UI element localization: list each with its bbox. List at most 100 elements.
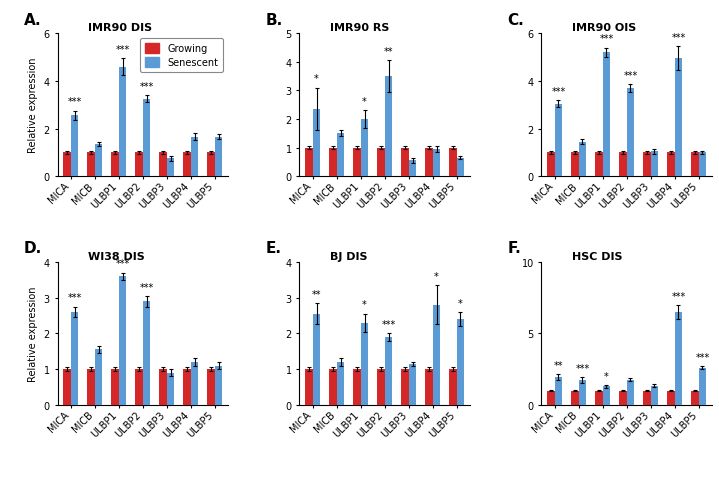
- Bar: [691, 391, 699, 405]
- Bar: [361, 323, 368, 405]
- Bar: [401, 148, 408, 177]
- Text: ***: ***: [139, 282, 154, 292]
- Bar: [159, 369, 167, 405]
- Bar: [449, 369, 457, 405]
- Bar: [142, 302, 150, 405]
- Bar: [167, 159, 175, 177]
- Bar: [70, 116, 78, 177]
- Bar: [305, 148, 313, 177]
- Bar: [385, 337, 393, 405]
- Bar: [191, 138, 198, 177]
- Text: D.: D.: [24, 241, 42, 256]
- Y-axis label: Relative expression: Relative expression: [28, 286, 38, 381]
- Bar: [595, 391, 603, 405]
- Text: ***: ***: [672, 291, 686, 301]
- Text: ***: ***: [551, 86, 566, 97]
- Bar: [142, 100, 150, 177]
- Bar: [167, 373, 175, 405]
- Bar: [353, 369, 361, 405]
- Bar: [579, 142, 586, 177]
- Text: *: *: [362, 300, 367, 310]
- Bar: [571, 391, 579, 405]
- Bar: [377, 148, 385, 177]
- Text: ***: ***: [68, 293, 82, 303]
- Bar: [554, 377, 562, 405]
- Bar: [408, 161, 416, 177]
- Text: ***: ***: [68, 97, 82, 107]
- Text: BJ DIS: BJ DIS: [330, 252, 367, 262]
- Bar: [135, 153, 142, 177]
- Text: ***: ***: [116, 259, 129, 269]
- Text: F.: F.: [508, 241, 521, 256]
- Bar: [425, 369, 433, 405]
- Bar: [207, 153, 215, 177]
- Text: B.: B.: [265, 13, 283, 28]
- Text: ***: ***: [600, 34, 613, 44]
- Bar: [183, 153, 191, 177]
- Bar: [119, 67, 127, 177]
- Text: **: **: [554, 360, 563, 370]
- Bar: [457, 158, 464, 177]
- Bar: [111, 153, 119, 177]
- Bar: [699, 153, 706, 177]
- Bar: [401, 369, 408, 405]
- Bar: [313, 110, 321, 177]
- Bar: [87, 153, 95, 177]
- Bar: [385, 77, 393, 177]
- Bar: [619, 391, 627, 405]
- Bar: [643, 391, 651, 405]
- Bar: [651, 152, 659, 177]
- Bar: [643, 153, 651, 177]
- Text: ***: ***: [623, 71, 638, 81]
- Text: **: **: [312, 289, 321, 299]
- Bar: [408, 364, 416, 405]
- Bar: [651, 386, 659, 405]
- Bar: [87, 369, 95, 405]
- Bar: [329, 148, 336, 177]
- Text: IMR90 RS: IMR90 RS: [330, 23, 390, 33]
- Text: *: *: [434, 271, 439, 281]
- Bar: [674, 312, 682, 405]
- Bar: [449, 148, 457, 177]
- Legend: Growing, Senescent: Growing, Senescent: [140, 39, 223, 73]
- Y-axis label: Relative expression: Relative expression: [28, 58, 38, 153]
- Text: ***: ***: [139, 81, 154, 92]
- Text: E.: E.: [265, 241, 281, 256]
- Bar: [95, 350, 102, 405]
- Bar: [135, 369, 142, 405]
- Bar: [457, 320, 464, 405]
- Text: ***: ***: [116, 45, 129, 55]
- Bar: [313, 314, 321, 405]
- Bar: [627, 89, 634, 177]
- Text: C.: C.: [508, 13, 524, 28]
- Text: ***: ***: [575, 363, 590, 373]
- Bar: [699, 368, 706, 405]
- Bar: [433, 305, 440, 405]
- Bar: [111, 369, 119, 405]
- Text: IMR90 OIS: IMR90 OIS: [572, 23, 636, 33]
- Bar: [215, 138, 222, 177]
- Bar: [547, 391, 554, 405]
- Text: A.: A.: [24, 13, 41, 28]
- Bar: [361, 120, 368, 177]
- Bar: [579, 380, 586, 405]
- Bar: [63, 369, 70, 405]
- Bar: [63, 153, 70, 177]
- Bar: [95, 145, 102, 177]
- Bar: [547, 153, 554, 177]
- Text: *: *: [604, 371, 609, 381]
- Bar: [336, 134, 344, 177]
- Bar: [336, 362, 344, 405]
- Bar: [425, 148, 433, 177]
- Text: ***: ***: [672, 33, 686, 43]
- Bar: [377, 369, 385, 405]
- Bar: [667, 153, 674, 177]
- Text: WI38 DIS: WI38 DIS: [88, 252, 145, 262]
- Bar: [571, 153, 579, 177]
- Bar: [667, 391, 674, 405]
- Bar: [595, 153, 603, 177]
- Bar: [207, 369, 215, 405]
- Bar: [70, 312, 78, 405]
- Text: *: *: [314, 74, 319, 84]
- Bar: [191, 362, 198, 405]
